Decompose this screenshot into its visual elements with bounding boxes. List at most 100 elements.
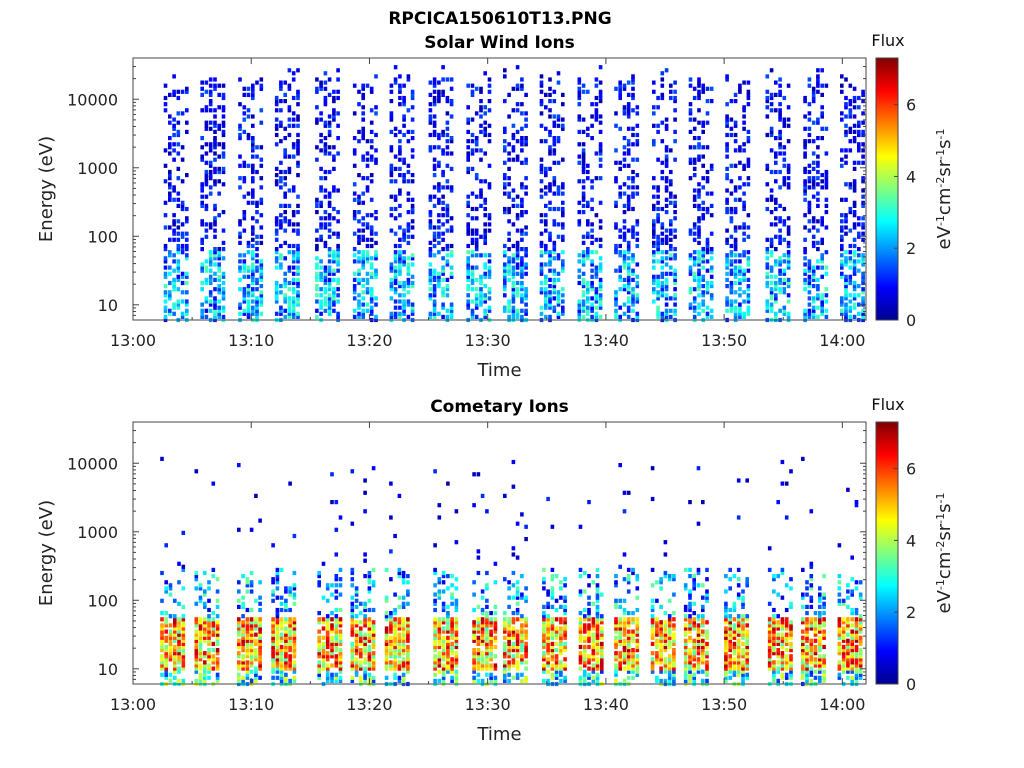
heatmap-cell bbox=[397, 567, 402, 572]
heatmap-cell bbox=[520, 299, 524, 304]
heatmap-cell bbox=[660, 271, 665, 276]
heatmap-cell bbox=[487, 163, 492, 168]
heatmap-cell bbox=[164, 629, 168, 634]
heatmap-cell bbox=[168, 635, 173, 640]
heatmap-cell bbox=[742, 142, 746, 147]
heatmap-cell bbox=[520, 314, 524, 319]
heatmap-cell bbox=[315, 200, 319, 205]
heatmap-cell bbox=[524, 157, 528, 162]
heatmap-cell bbox=[848, 243, 853, 249]
heatmap-cell bbox=[709, 191, 714, 196]
heatmap-cell bbox=[561, 210, 565, 215]
heatmap-cell bbox=[221, 274, 226, 279]
heatmap-cell bbox=[697, 203, 701, 208]
heatmap-cell bbox=[160, 456, 164, 461]
heatmap-cell bbox=[445, 219, 450, 224]
heatmap-cell bbox=[476, 635, 481, 640]
heatmap-cell bbox=[487, 83, 492, 88]
heatmap-cell bbox=[437, 641, 442, 646]
heatmap-cell bbox=[194, 657, 199, 662]
heatmap-cell bbox=[363, 574, 367, 579]
heatmap-cell bbox=[245, 607, 250, 613]
heatmap-cell bbox=[520, 102, 524, 107]
heatmap-cell bbox=[319, 188, 323, 193]
heatmap-cell bbox=[552, 123, 557, 128]
heatmap-cell bbox=[626, 305, 631, 310]
heatmap-cell bbox=[515, 216, 520, 221]
heatmap-cell bbox=[288, 638, 292, 643]
heatmap-cell bbox=[733, 92, 738, 97]
heatmap-cell bbox=[296, 299, 300, 304]
heatmap-cell bbox=[164, 675, 168, 680]
heatmap-cell bbox=[746, 308, 751, 313]
heatmap-cell bbox=[242, 111, 247, 116]
heatmap-cell bbox=[271, 651, 275, 656]
heatmap-cell bbox=[697, 311, 701, 316]
heatmap-cell bbox=[811, 299, 816, 304]
heatmap-cell bbox=[352, 253, 357, 258]
heatmap-cell bbox=[393, 305, 398, 310]
heatmap-cell bbox=[207, 617, 211, 622]
heatmap-cell bbox=[476, 623, 481, 628]
heatmap-cell bbox=[393, 314, 398, 319]
heatmap-cell bbox=[577, 314, 582, 319]
heatmap-cell bbox=[327, 287, 332, 292]
heatmap-cell bbox=[861, 154, 865, 159]
heatmap-cell bbox=[317, 641, 321, 646]
heatmap-cell bbox=[581, 210, 586, 215]
heatmap-cell bbox=[204, 151, 209, 156]
heatmap-cell bbox=[402, 117, 406, 122]
heatmap-cell bbox=[238, 234, 242, 239]
heatmap-cell bbox=[472, 632, 476, 637]
heatmap-cell bbox=[354, 589, 359, 594]
heatmap-cell bbox=[664, 262, 669, 267]
heatmap-cell bbox=[705, 314, 710, 319]
heatmap-cell bbox=[466, 256, 470, 261]
heatmap-cell bbox=[848, 308, 853, 313]
heatmap-cell bbox=[291, 123, 296, 128]
heatmap-cell bbox=[283, 228, 287, 233]
heatmap-cell bbox=[259, 200, 264, 205]
heatmap-cell bbox=[271, 666, 275, 671]
heatmap-cell bbox=[393, 626, 397, 631]
heatmap-cell bbox=[507, 308, 511, 313]
heatmap-cell bbox=[598, 287, 603, 292]
heatmap-cell bbox=[238, 240, 242, 245]
heatmap-cell bbox=[556, 311, 561, 316]
heatmap-cell bbox=[652, 105, 656, 110]
heatmap-cell bbox=[450, 626, 454, 631]
heatmap-cell bbox=[168, 293, 172, 298]
heatmap-cell bbox=[338, 592, 343, 597]
heatmap-cell bbox=[181, 648, 186, 653]
heatmap-cell bbox=[844, 296, 848, 301]
heatmap-cell bbox=[660, 256, 665, 261]
heatmap-cell bbox=[367, 635, 372, 640]
heatmap-cell bbox=[168, 271, 172, 276]
heatmap-cell bbox=[515, 280, 520, 286]
heatmap-cell bbox=[852, 253, 857, 258]
heatmap-cell bbox=[618, 160, 622, 165]
heatmap-cell bbox=[198, 638, 203, 643]
heatmap-cell bbox=[361, 284, 365, 289]
heatmap-cell bbox=[664, 68, 669, 73]
heatmap-cell bbox=[194, 574, 199, 579]
heatmap-cell bbox=[428, 219, 433, 224]
heatmap-cell bbox=[181, 641, 186, 646]
heatmap-cell bbox=[259, 83, 264, 88]
heatmap-cell bbox=[291, 250, 296, 255]
heatmap-cell bbox=[861, 262, 865, 267]
heatmap-cell bbox=[164, 635, 168, 640]
heatmap-cell bbox=[160, 666, 164, 671]
heatmap-cell bbox=[786, 225, 791, 230]
heatmap-cell bbox=[669, 169, 673, 175]
heatmap-cell bbox=[844, 213, 848, 218]
heatmap-cell bbox=[292, 635, 297, 640]
heatmap-cell bbox=[742, 182, 746, 187]
heatmap-cell bbox=[208, 185, 213, 190]
heatmap-cell bbox=[200, 157, 204, 162]
heatmap-cell bbox=[709, 293, 714, 298]
heatmap-cell bbox=[493, 635, 498, 640]
heatmap-cell bbox=[296, 151, 300, 156]
heatmap-cell bbox=[330, 623, 334, 628]
heatmap-cell bbox=[363, 623, 367, 628]
